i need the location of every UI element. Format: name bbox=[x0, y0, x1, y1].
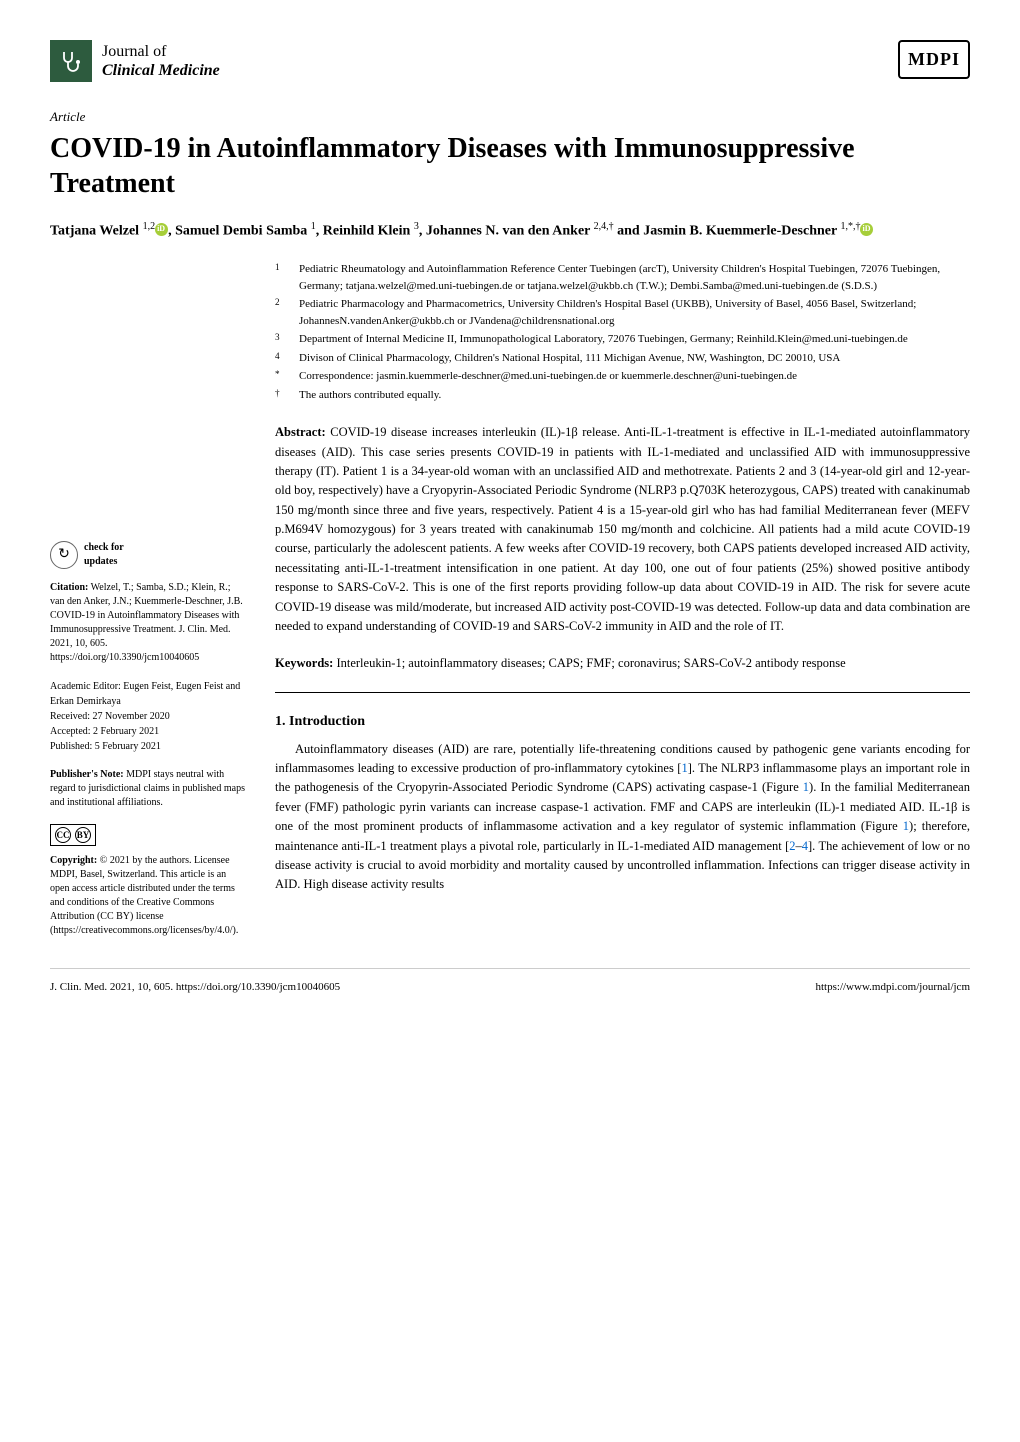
main-column: 1 Pediatric Rheumatology and Autoinflamma… bbox=[275, 261, 970, 938]
footer: J. Clin. Med. 2021, 10, 605. https://doi… bbox=[50, 968, 970, 996]
published: Published: 5 February 2021 bbox=[50, 739, 245, 754]
affiliation-text: The authors contributed equally. bbox=[299, 387, 441, 404]
citation-label: Citation: bbox=[50, 582, 88, 593]
sidebar: ↻ check forupdates Citation: Welzel, T.;… bbox=[50, 261, 245, 938]
journal-icon bbox=[50, 40, 92, 82]
affiliation-text: Correspondence: jasmin.kuemmerle-deschne… bbox=[299, 368, 797, 385]
intro-paragraph: Autoinflammatory diseases (AID) are rare… bbox=[275, 740, 970, 895]
affiliation-number: 3 bbox=[275, 331, 289, 348]
section-heading: 1. Introduction bbox=[275, 711, 970, 732]
affiliation-text: Pediatric Pharmacology and Pharmacometri… bbox=[299, 296, 970, 329]
article-title: COVID-19 in Autoinflammatory Diseases wi… bbox=[50, 131, 970, 201]
footer-right: https://www.mdpi.com/journal/jcm bbox=[816, 979, 971, 996]
affiliation-row: 3 Department of Internal Medicine II, Imm… bbox=[275, 331, 970, 348]
affiliation-number: 1 bbox=[275, 261, 289, 294]
cc-icon: CC bbox=[55, 827, 71, 843]
affiliation-row: 1 Pediatric Rheumatology and Autoinflamma… bbox=[275, 261, 970, 294]
footer-left: J. Clin. Med. 2021, 10, 605. https://doi… bbox=[50, 979, 340, 996]
journal-line1: Journal of bbox=[102, 42, 220, 61]
divider bbox=[275, 692, 970, 693]
journal-line2: Clinical Medicine bbox=[102, 61, 220, 80]
abstract-text: COVID-19 disease increases interleukin (… bbox=[275, 425, 970, 633]
affiliation-row: * Correspondence: jasmin.kuemmerle-deschn… bbox=[275, 368, 970, 385]
abstract-label: Abstract: bbox=[275, 425, 326, 439]
cc-license-badge: CC BY bbox=[50, 824, 245, 846]
meta-block: Academic Editor: Eugen Feist, Eugen Feis… bbox=[50, 679, 245, 754]
by-icon: BY bbox=[75, 827, 91, 843]
affiliation-text: Pediatric Rheumatology and Autoinflammat… bbox=[299, 261, 970, 294]
affiliation-number: * bbox=[275, 368, 289, 385]
cc-badge: CC BY bbox=[50, 824, 96, 846]
accepted: Accepted: 2 February 2021 bbox=[50, 724, 245, 739]
copyright-block: Copyright: © 2021 by the authors. Licens… bbox=[50, 854, 245, 938]
authors: Tatjana Welzel 1,2, Samuel Dembi Samba 1… bbox=[50, 219, 970, 242]
copyright-label: Copyright: bbox=[50, 855, 97, 866]
affiliation-text: Department of Internal Medicine II, Immu… bbox=[299, 331, 908, 348]
header: Journal of Clinical Medicine MDPI bbox=[50, 40, 970, 82]
updates-icon: ↻ bbox=[50, 541, 78, 569]
received: Received: 27 November 2020 bbox=[50, 709, 245, 724]
affiliations: 1 Pediatric Rheumatology and Autoinflamma… bbox=[275, 261, 970, 403]
affiliation-row: 4 Divison of Clinical Pharmacology, Child… bbox=[275, 350, 970, 367]
publishers-note: Publisher's Note: MDPI stays neutral wit… bbox=[50, 768, 245, 810]
affiliation-number: 2 bbox=[275, 296, 289, 329]
affiliation-number: 4 bbox=[275, 350, 289, 367]
keywords-label: Keywords: bbox=[275, 656, 333, 670]
affiliation-text: Divison of Clinical Pharmacology, Childr… bbox=[299, 350, 840, 367]
two-column-layout: ↻ check forupdates Citation: Welzel, T.;… bbox=[50, 261, 970, 938]
keywords-text: Interleukin-1; autoinflammatory diseases… bbox=[336, 656, 845, 670]
editor: Academic Editor: Eugen Feist, Eugen Feis… bbox=[50, 679, 245, 709]
publisher-logo: MDPI bbox=[898, 40, 970, 79]
affiliation-row: 2 Pediatric Pharmacology and Pharmacometr… bbox=[275, 296, 970, 329]
article-type: Article bbox=[50, 107, 970, 127]
check-updates[interactable]: ↻ check forupdates bbox=[50, 541, 245, 569]
affiliation-row: † The authors contributed equally. bbox=[275, 387, 970, 404]
abstract: Abstract: COVID-19 disease increases int… bbox=[275, 423, 970, 636]
publishers-note-label: Publisher's Note: bbox=[50, 769, 124, 780]
stethoscope-icon bbox=[58, 48, 84, 74]
copyright-text: © 2021 by the authors. Licensee MDPI, Ba… bbox=[50, 855, 238, 936]
keywords: Keywords: Interleukin-1; autoinflammator… bbox=[275, 654, 970, 673]
citation-text: Welzel, T.; Samba, S.D.; Klein, R.; van … bbox=[50, 582, 243, 663]
journal-logo: Journal of Clinical Medicine bbox=[50, 40, 220, 82]
citation-block: Citation: Welzel, T.; Samba, S.D.; Klein… bbox=[50, 581, 245, 665]
updates-text: check forupdates bbox=[84, 541, 124, 569]
journal-name: Journal of Clinical Medicine bbox=[102, 42, 220, 80]
affiliation-number: † bbox=[275, 387, 289, 404]
